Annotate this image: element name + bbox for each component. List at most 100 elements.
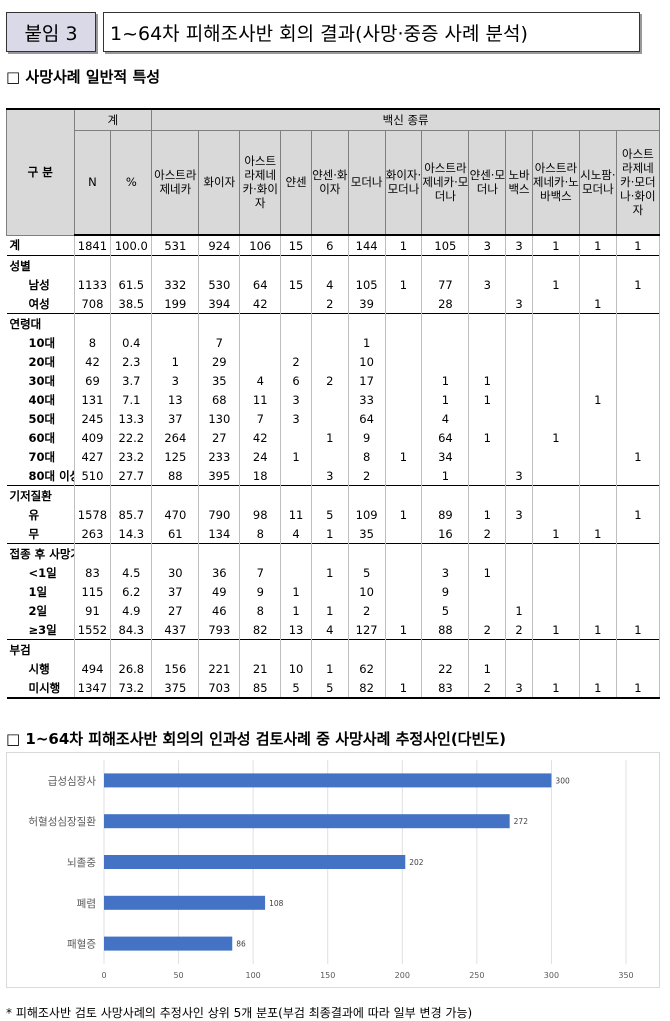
category-label: 뇌졸중 (67, 857, 96, 869)
row-label: <1일 (6, 563, 75, 582)
table-cell: 3 (151, 371, 200, 390)
header-vaccine: 시노팜·모더나 (578, 129, 617, 236)
table-cell (280, 563, 312, 582)
table-cell (505, 390, 533, 409)
table-cell (239, 313, 282, 333)
table-cell: 3.7 (110, 371, 153, 390)
table-cell: 5 (280, 678, 312, 699)
table-cell: 6 (280, 371, 312, 390)
table-cell: 395 (198, 466, 241, 486)
table-cell: 125 (151, 447, 200, 466)
table-cell: 14.3 (110, 524, 153, 544)
table-cell: 24 (239, 447, 282, 466)
table-cell: 375 (151, 678, 200, 699)
table-cell (505, 543, 533, 563)
table-cell: 10 (347, 352, 386, 371)
table-cell: 88 (421, 620, 470, 640)
bar (104, 814, 510, 829)
table-cell: 4 (239, 371, 282, 390)
row-label: 70대 (6, 447, 75, 466)
table-cell (578, 447, 617, 466)
table-cell (310, 447, 349, 466)
table-cell (73, 255, 112, 275)
x-tick-label: 350 (618, 971, 633, 980)
table-cell: 77 (421, 275, 470, 294)
row-label: 미시행 (6, 678, 75, 699)
table-cell (110, 313, 153, 333)
table-cell (73, 543, 112, 563)
table-cell (615, 601, 661, 620)
table-cell: 3 (505, 234, 533, 256)
table-cell (531, 352, 580, 371)
table-cell (578, 409, 617, 428)
header-vaccine: 아스트라제네카 (151, 129, 200, 236)
category-label: 폐렴 (77, 897, 96, 910)
table-cell (531, 563, 580, 582)
table-cell: 42 (239, 294, 282, 314)
bar (104, 855, 406, 869)
table-cell (615, 485, 661, 505)
table-cell: 1 (531, 678, 580, 699)
table-cell (384, 352, 423, 371)
table-cell (280, 428, 312, 447)
table-cell (384, 409, 423, 428)
table-cell (505, 485, 533, 505)
table-cell: 85 (239, 678, 282, 699)
table-cell: 85.7 (110, 505, 153, 524)
table-cell: 91 (73, 601, 112, 620)
table-cell: 263 (73, 524, 112, 544)
row-label: 30대 (6, 371, 75, 390)
table-cell (110, 255, 153, 275)
table-row: 2일 91 4.9 27 46 8 1 1 2 5 1 (6, 601, 661, 620)
table-cell: 3 (505, 678, 533, 699)
table-cell (505, 313, 533, 333)
table-cell (110, 485, 153, 505)
table-cell: 5 (421, 601, 470, 620)
x-tick-label: 50 (173, 971, 183, 980)
table-cell: 39 (347, 294, 386, 314)
table-cell (578, 659, 617, 678)
header-total: 계 (73, 108, 153, 131)
table-row: 무 263 14.3 61 134 8 4 1 35 16 2 1 1 (6, 524, 661, 544)
row-label: 기저질환 (6, 485, 75, 505)
table-cell (615, 390, 661, 409)
section-heading-cause-of-death: □ 1~64차 피해조사반 회의의 인과성 검토사례 중 사망사례 추정사인(다… (6, 730, 506, 748)
table-cell (347, 313, 386, 333)
table-row: ≥3일 1552 84.3 437 793 82 13 4 127 1 88 2 2 1 1 1 (6, 620, 661, 640)
table-cell: 1 (578, 390, 617, 409)
table-cell: 1 (615, 678, 661, 699)
x-tick-label: 0 (101, 971, 106, 980)
table-cell (421, 333, 470, 352)
table-cell: 3 (280, 390, 312, 409)
table-cell: 1 (310, 601, 349, 620)
table-cell (531, 582, 580, 601)
table-cell: 83 (421, 678, 470, 699)
table-cell (347, 485, 386, 505)
table-cell (198, 313, 241, 333)
table-cell: 332 (151, 275, 200, 294)
table-cell: 6.2 (110, 582, 153, 601)
table-cell (280, 466, 312, 486)
table-cell: 17 (347, 371, 386, 390)
table-cell (468, 294, 507, 314)
table-cell: 1 (531, 275, 580, 294)
table-cell (310, 313, 349, 333)
table-cell (151, 639, 200, 659)
table-cell: 2 (280, 352, 312, 371)
table-cell (505, 333, 533, 352)
table-row: 1일 115 6.2 37 49 9 1 10 9 (6, 582, 661, 601)
table-cell (505, 524, 533, 544)
table-cell (468, 466, 507, 486)
table-cell (531, 333, 580, 352)
table-cell: 1841 (73, 234, 112, 256)
table-row: 연령대 (6, 313, 661, 333)
table-cell (310, 255, 349, 275)
table-cell: 35 (198, 371, 241, 390)
category-label: 패혈증 (67, 938, 96, 951)
table-row: 20대 42 2.3 1 29 2 10 (6, 352, 661, 371)
table-cell: 3 (505, 466, 533, 486)
table-cell (531, 505, 580, 524)
table-cell: 30 (151, 563, 200, 582)
table-cell: 3 (505, 505, 533, 524)
table-cell: 13.3 (110, 409, 153, 428)
